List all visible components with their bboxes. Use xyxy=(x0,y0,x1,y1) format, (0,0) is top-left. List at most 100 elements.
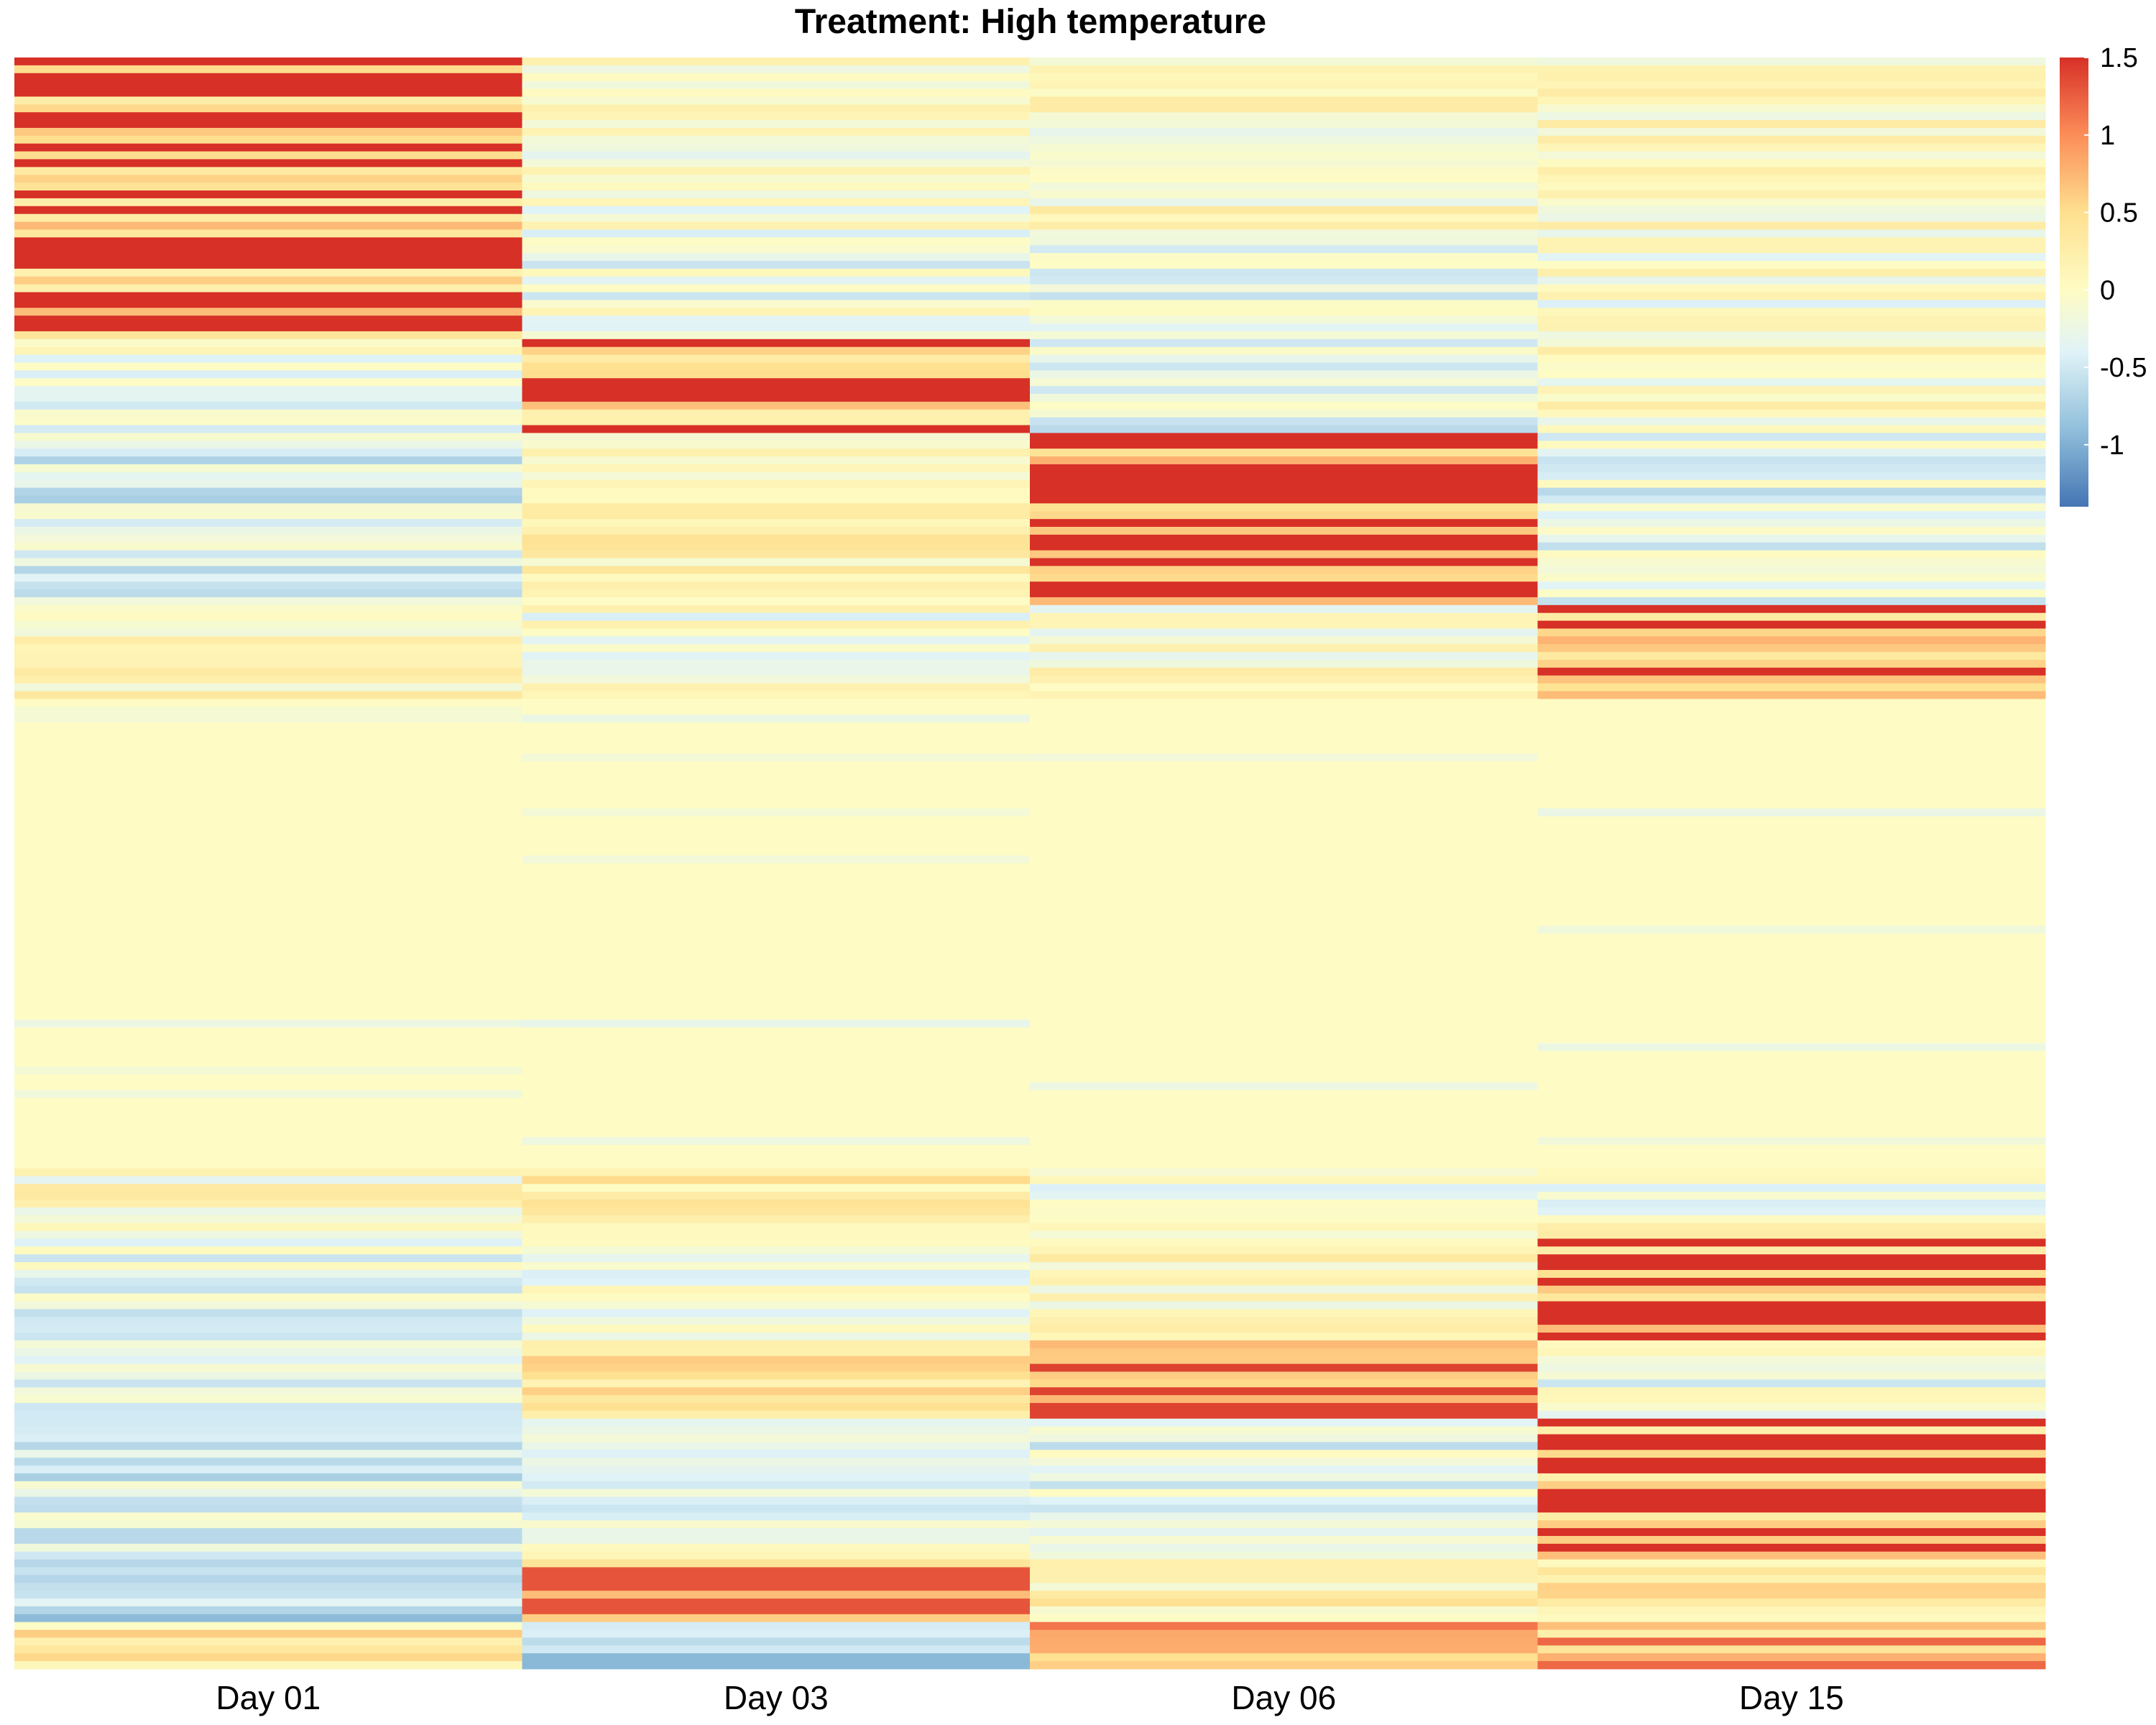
heatmap-cell xyxy=(1030,260,1538,270)
heatmap-cell xyxy=(1030,441,1538,449)
heatmap-cell xyxy=(1537,1269,2046,1279)
heatmap-cell xyxy=(1030,511,1538,520)
heatmap-cell xyxy=(522,1614,1031,1623)
heatmap-cell xyxy=(14,1434,522,1443)
heatmap-cell xyxy=(14,1629,522,1638)
heatmap-cell xyxy=(522,1598,1031,1607)
heatmap-cell xyxy=(14,870,522,880)
heatmap-cell xyxy=(522,1066,1031,1075)
heatmap-cell xyxy=(1537,800,2046,809)
heatmap-cell xyxy=(1537,58,2046,66)
heatmap-cell xyxy=(1030,1285,1538,1294)
heatmap-cell xyxy=(522,863,1031,872)
heatmap-cell xyxy=(14,1168,522,1177)
legend-tick-label: 0 xyxy=(2100,275,2115,305)
heatmap-cell xyxy=(522,1450,1031,1458)
heatmap-cell xyxy=(1537,1512,2046,1521)
heatmap-cell xyxy=(522,1098,1031,1106)
heatmap-cell xyxy=(14,1238,522,1247)
heatmap-cell xyxy=(1537,1043,2046,1052)
heatmap-cell xyxy=(1537,855,2046,864)
heatmap-cell xyxy=(1030,675,1538,684)
heatmap-cell xyxy=(522,1496,1031,1505)
heatmap-cell xyxy=(522,1489,1031,1498)
heatmap-cell xyxy=(14,832,522,840)
heatmap-cell xyxy=(522,1003,1031,1013)
heatmap-cell xyxy=(1537,1481,2046,1490)
heatmap-cell xyxy=(1030,878,1538,888)
heatmap-cell xyxy=(1537,1184,2046,1192)
heatmap-cell xyxy=(522,96,1031,105)
heatmap-cell xyxy=(1537,1473,2046,1482)
heatmap-cell xyxy=(14,910,522,919)
heatmap-cell xyxy=(14,667,522,676)
heatmap-cell xyxy=(1030,1356,1538,1365)
heatmap-cell xyxy=(522,1442,1031,1450)
heatmap-cell xyxy=(14,386,522,395)
heatmap-cell xyxy=(14,1410,522,1420)
heatmap-cell xyxy=(1030,1333,1538,1341)
heatmap-cell xyxy=(522,511,1031,520)
heatmap-cell xyxy=(1030,1027,1538,1036)
heatmap-cell xyxy=(522,1105,1031,1114)
heatmap-cell xyxy=(14,393,522,402)
heatmap-cell xyxy=(14,346,522,356)
heatmap-cell xyxy=(522,870,1031,880)
heatmap-cell xyxy=(1537,714,2046,723)
heatmap-cell xyxy=(522,652,1031,661)
heatmap-cell xyxy=(1537,1066,2046,1075)
heatmap-cell xyxy=(1537,1129,2046,1138)
heatmap-cell xyxy=(14,847,522,856)
heatmap-cell xyxy=(1537,378,2046,387)
heatmap-cell xyxy=(522,737,1031,747)
heatmap-cell xyxy=(522,886,1031,896)
heatmap-cell xyxy=(1030,1105,1538,1114)
heatmap-cell xyxy=(1537,589,2046,598)
heatmap-cell xyxy=(522,793,1031,801)
heatmap-cell xyxy=(14,190,522,199)
heatmap-cell xyxy=(14,300,522,308)
heatmap-cell xyxy=(522,308,1031,316)
heatmap-cell xyxy=(1030,456,1538,465)
heatmap-cell xyxy=(1030,221,1538,230)
heatmap-cell xyxy=(522,433,1031,441)
heatmap-cell xyxy=(522,229,1031,238)
heatmap-cell xyxy=(1030,957,1538,965)
heatmap-cell xyxy=(1030,1098,1538,1106)
heatmap-cell xyxy=(1537,127,2046,137)
heatmap-cell xyxy=(1537,1121,2046,1130)
heatmap-cell xyxy=(14,1333,522,1341)
heatmap-cell xyxy=(522,612,1031,622)
heatmap-cell xyxy=(14,1066,522,1075)
heatmap-cell xyxy=(14,1528,522,1537)
heatmap-cell xyxy=(1537,933,2046,942)
heatmap-cell xyxy=(14,120,522,129)
heatmap-cell xyxy=(14,425,522,433)
heatmap-cell xyxy=(14,1113,522,1122)
heatmap-cell xyxy=(1030,863,1538,872)
heatmap-cell xyxy=(522,808,1031,817)
heatmap-cell xyxy=(1537,996,2046,1005)
heatmap-cell xyxy=(14,479,522,489)
heatmap-cell xyxy=(1537,1543,2046,1552)
heatmap-cell xyxy=(1030,652,1538,661)
heatmap-cell xyxy=(1537,1207,2046,1216)
heatmap-cell xyxy=(522,292,1031,300)
heatmap-cell xyxy=(1537,1293,2046,1302)
heatmap-cell xyxy=(14,589,522,598)
heatmap-cell xyxy=(1030,620,1538,629)
heatmap-cell xyxy=(1537,1301,2046,1310)
heatmap-cell xyxy=(522,1559,1031,1568)
heatmap-cell xyxy=(522,88,1031,97)
heatmap-cell xyxy=(14,1575,522,1583)
chart-title: Treatment: High temperature xyxy=(795,3,1266,41)
heatmap-cell xyxy=(522,769,1031,778)
heatmap-cell xyxy=(522,644,1031,653)
heatmap-cell xyxy=(522,1504,1031,1513)
heatmap-cell xyxy=(1030,918,1538,926)
heatmap-cell xyxy=(14,1645,522,1654)
heatmap-cell xyxy=(1537,393,2046,402)
heatmap-cell xyxy=(14,1387,522,1396)
heatmap-cell xyxy=(522,456,1031,465)
heatmap-cell xyxy=(14,581,522,590)
